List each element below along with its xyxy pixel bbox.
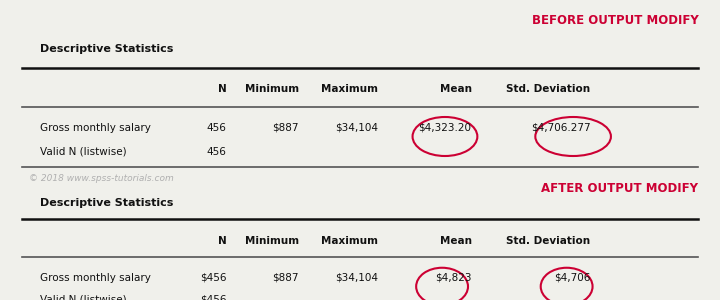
Text: Mean: Mean <box>440 84 472 94</box>
Text: Descriptive Statistics: Descriptive Statistics <box>40 44 173 53</box>
Text: Gross monthly salary: Gross monthly salary <box>40 123 150 133</box>
Text: Maximum: Maximum <box>321 236 378 245</box>
Text: N: N <box>218 236 227 245</box>
Text: Descriptive Statistics: Descriptive Statistics <box>40 198 173 208</box>
Text: $456: $456 <box>200 294 227 300</box>
Text: Maximum: Maximum <box>321 84 378 94</box>
Text: Std. Deviation: Std. Deviation <box>506 84 590 94</box>
Text: $887: $887 <box>272 273 299 283</box>
Text: N: N <box>218 84 227 94</box>
Text: AFTER OUTPUT MODIFY: AFTER OUTPUT MODIFY <box>541 182 698 194</box>
Text: Minimum: Minimum <box>245 236 299 245</box>
Text: $4,323.20: $4,323.20 <box>418 123 472 133</box>
Text: Gross monthly salary: Gross monthly salary <box>40 273 150 283</box>
Text: $4,706: $4,706 <box>554 273 590 283</box>
Text: $887: $887 <box>272 123 299 133</box>
Text: $456: $456 <box>200 273 227 283</box>
Text: BEFORE OUTPUT MODIFY: BEFORE OUTPUT MODIFY <box>531 14 698 26</box>
Text: 456: 456 <box>207 147 227 157</box>
Text: Valid N (listwise): Valid N (listwise) <box>40 147 126 157</box>
Text: Std. Deviation: Std. Deviation <box>506 236 590 245</box>
Text: © 2018 www.spss-tutorials.com: © 2018 www.spss-tutorials.com <box>29 174 174 183</box>
Text: Valid N (listwise): Valid N (listwise) <box>40 294 126 300</box>
Text: $4,823: $4,823 <box>435 273 472 283</box>
Text: $4,706.277: $4,706.277 <box>531 123 590 133</box>
Text: $34,104: $34,104 <box>335 123 378 133</box>
Text: Mean: Mean <box>440 236 472 245</box>
Text: Minimum: Minimum <box>245 84 299 94</box>
Text: 456: 456 <box>207 123 227 133</box>
Text: $34,104: $34,104 <box>335 273 378 283</box>
